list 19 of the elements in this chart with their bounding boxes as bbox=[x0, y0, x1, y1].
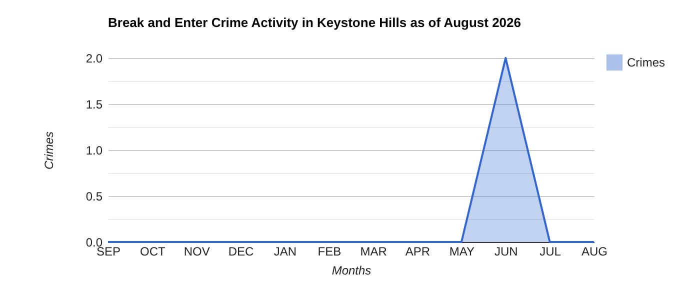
x-tick-label: AUG bbox=[581, 244, 608, 258]
y-tick-label: 2.0 bbox=[86, 52, 103, 66]
x-tick-label: JAN bbox=[274, 244, 297, 258]
x-tick-label: JUN bbox=[494, 244, 518, 258]
y-tick-label: 0.5 bbox=[86, 190, 103, 204]
x-tick-label: DEC bbox=[228, 244, 254, 258]
y-axis-title: Crimes bbox=[42, 132, 56, 170]
x-tick-label: APR bbox=[405, 244, 430, 258]
y-tick-label: 1.0 bbox=[86, 144, 103, 158]
y-tick-label: 1.5 bbox=[86, 98, 103, 112]
x-tick-label: OCT bbox=[140, 244, 166, 258]
legend-label: Crimes bbox=[627, 56, 665, 70]
x-tick-label: FEB bbox=[318, 244, 342, 258]
chart-title: Break and Enter Crime Activity in Keystone Hills as of August 2026 bbox=[108, 15, 521, 30]
x-axis-title: Months bbox=[332, 264, 372, 278]
x-tick-label: MAY bbox=[449, 244, 475, 258]
x-tick-label: JUL bbox=[540, 244, 562, 258]
x-tick-label: MAR bbox=[360, 244, 388, 258]
x-tick-label: NOV bbox=[184, 244, 210, 258]
